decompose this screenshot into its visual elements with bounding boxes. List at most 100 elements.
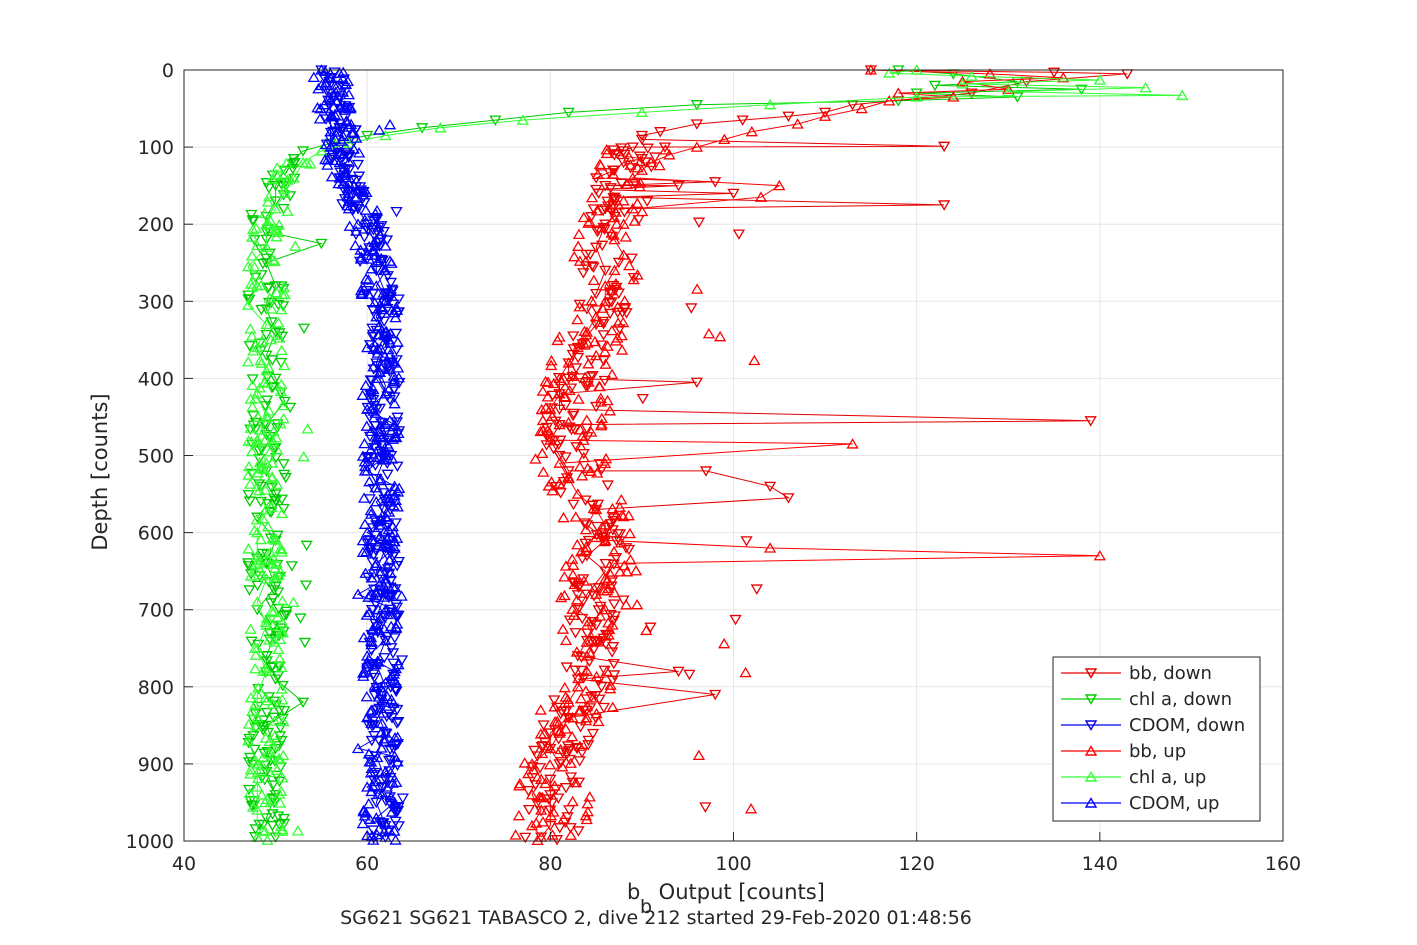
- legend-item[interactable]: CDOM, down: [1061, 715, 1245, 736]
- data-point: [254, 354, 267, 366]
- data-point: [558, 681, 571, 693]
- data-point: [349, 175, 363, 187]
- data-point: [263, 292, 276, 303]
- data-point: [325, 80, 339, 92]
- data-point: [883, 95, 896, 106]
- data-point: [357, 631, 370, 643]
- data-point: [525, 819, 539, 831]
- data-point: [654, 127, 667, 138]
- data-point: [569, 628, 582, 639]
- data-point: [782, 111, 795, 123]
- data-point: [386, 703, 400, 715]
- data-point: [690, 100, 704, 111]
- data-point: [544, 774, 557, 786]
- data-point: [274, 417, 287, 429]
- data-point: [559, 783, 573, 794]
- data-point: [390, 602, 404, 614]
- data-point: [373, 228, 386, 240]
- data-point: [736, 115, 749, 126]
- data-point: [598, 528, 611, 539]
- x-tick-label: 60: [355, 853, 379, 875]
- data-point: [379, 129, 392, 141]
- data-point: [276, 713, 289, 725]
- legend-item[interactable]: bb, down: [1061, 663, 1212, 684]
- data-point: [258, 207, 271, 219]
- data-point: [593, 610, 607, 621]
- data-point: [567, 331, 580, 342]
- data-point: [605, 647, 619, 658]
- data-point: [580, 711, 593, 723]
- data-point: [575, 747, 589, 759]
- data-point: [245, 445, 259, 457]
- data-point: [389, 816, 402, 828]
- data-point: [390, 718, 404, 729]
- data-point: [581, 700, 594, 711]
- data-point: [379, 454, 392, 465]
- data-point: [277, 813, 291, 825]
- data-point: [636, 393, 649, 405]
- data-point: [558, 571, 571, 582]
- data-point: [582, 217, 595, 228]
- data-point: [391, 362, 405, 373]
- data-point: [369, 298, 383, 309]
- data-point: [393, 482, 406, 493]
- data-point: [280, 610, 293, 621]
- data-point: [259, 616, 273, 627]
- series-cdom-up: [307, 64, 408, 845]
- data-point: [268, 715, 281, 726]
- data-point: [581, 337, 594, 348]
- data-point: [283, 191, 297, 202]
- data-point: [261, 520, 275, 532]
- data-point: [1011, 92, 1024, 103]
- data-point: [594, 396, 607, 407]
- data-point: [361, 658, 374, 669]
- data-point: [261, 834, 274, 845]
- data-point: [367, 225, 380, 236]
- data-point: [589, 583, 602, 594]
- x-axis-ticks: 40 60 80 100 120 140 160: [172, 832, 1301, 875]
- data-point: [243, 585, 256, 596]
- data-point: [615, 493, 628, 505]
- data-point: [750, 584, 763, 595]
- data-point: [287, 596, 300, 608]
- data-point: [592, 225, 605, 236]
- data-point: [571, 538, 584, 550]
- data-point: [359, 273, 373, 284]
- data-point: [259, 484, 272, 495]
- data-point: [365, 263, 378, 274]
- data-point: [265, 303, 278, 314]
- data-point: [269, 281, 282, 292]
- legend-item[interactable]: chl a, up: [1061, 767, 1206, 788]
- data-point: [280, 157, 293, 169]
- data-point: [361, 341, 374, 353]
- legend-marker-icon: [1084, 745, 1098, 756]
- legend-item[interactable]: chl a, down: [1061, 689, 1232, 710]
- data-point: [381, 513, 394, 525]
- data-point: [542, 739, 555, 751]
- legend-label: CDOM, up: [1129, 793, 1219, 814]
- data-point: [910, 88, 923, 99]
- data-point: [383, 824, 396, 835]
- data-point: [276, 399, 289, 411]
- data-point: [512, 809, 526, 821]
- data-point: [256, 824, 269, 836]
- data-point: [603, 201, 616, 212]
- data-point: [338, 100, 351, 111]
- data-point: [364, 705, 377, 717]
- legend-item[interactable]: bb, up: [1061, 741, 1186, 762]
- data-point: [369, 421, 382, 432]
- data-point: [349, 239, 362, 251]
- data-point: [265, 795, 278, 806]
- data-point: [590, 707, 603, 719]
- legend[interactable]: bb, down chl a, down CDOM, down bb, up chl a…: [1052, 656, 1261, 822]
- legend-marker-icon: [1084, 720, 1098, 731]
- data-point: [246, 401, 259, 412]
- data-point: [586, 728, 600, 740]
- data-point: [381, 438, 394, 449]
- data-point: [281, 205, 294, 216]
- data-point: [270, 286, 283, 298]
- data-point: [598, 346, 612, 357]
- legend-item[interactable]: CDOM, up: [1061, 793, 1219, 814]
- data-point: [246, 801, 260, 812]
- data-point: [559, 723, 572, 734]
